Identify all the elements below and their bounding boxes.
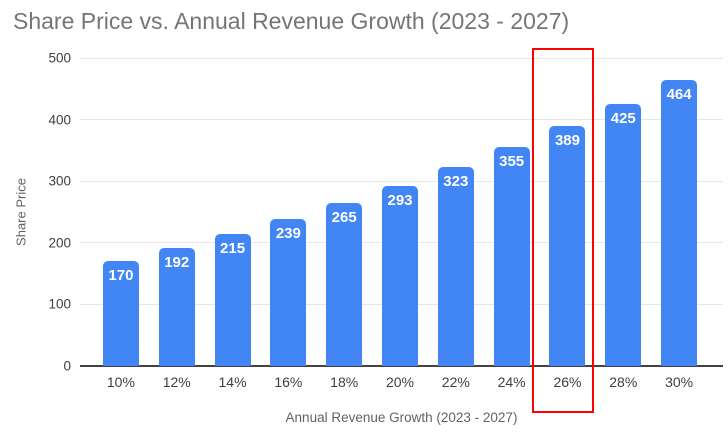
x-tick-label: 18% <box>330 374 359 390</box>
x-tick-label: 16% <box>274 374 303 390</box>
x-tick-label: 22% <box>441 374 470 390</box>
bar-value-label: 239 <box>275 224 301 242</box>
bar-26%[interactable]: 389 <box>549 126 586 366</box>
bar-value-label: 265 <box>331 208 357 226</box>
plot-area: 0 100 200 300 400 500 170 10% 192 12% 215 14% 239 16%… <box>48 51 723 390</box>
bar-value-label: 425 <box>610 110 636 128</box>
bar-16%[interactable]: 239 <box>270 218 307 366</box>
bar-30%[interactable]: 464 <box>661 80 698 366</box>
bar-value-label: 355 <box>499 153 525 171</box>
x-tick-label: 10% <box>106 374 135 390</box>
bar-value-label: 170 <box>108 267 134 285</box>
x-tick-label: 12% <box>162 374 191 390</box>
bar-20%[interactable]: 293 <box>382 185 418 366</box>
y-tick-label: 500 <box>48 50 71 66</box>
y-tick-label: 300 <box>48 173 71 189</box>
bar-value-label: 323 <box>443 173 469 191</box>
x-tick-label: 26% <box>553 374 582 390</box>
bar-12%[interactable]: 192 <box>158 247 195 366</box>
bar-value-label: 464 <box>666 86 692 104</box>
y-tick-label: 100 <box>48 296 71 312</box>
gridline <box>80 180 723 182</box>
y-axis-title: Share Price <box>13 178 29 246</box>
y-tick-label: 200 <box>48 235 71 251</box>
bar-22%[interactable]: 323 <box>437 167 474 366</box>
bar-28%[interactable]: 425 <box>605 104 642 366</box>
y-tick-label: 0 <box>63 358 71 374</box>
x-tick-label: 14% <box>218 374 247 390</box>
y-tick-label: 400 <box>48 112 71 128</box>
bar-14%[interactable]: 215 <box>214 233 251 366</box>
bar-24%[interactable]: 355 <box>493 147 530 366</box>
x-tick-label: 24% <box>497 374 526 390</box>
bar-value-label: 293 <box>387 191 413 209</box>
bar-value-label: 215 <box>220 239 246 257</box>
bar-10%[interactable]: 170 <box>102 261 139 366</box>
gridline <box>80 119 723 121</box>
x-tick-label: 28% <box>609 374 638 390</box>
gridline <box>80 57 723 59</box>
highlight-rectangle[interactable] <box>532 48 595 413</box>
chart-title: Share Price vs. Annual Revenue Growth (2… <box>13 8 570 34</box>
bar-value-label: 192 <box>164 253 190 271</box>
bar-18%[interactable]: 265 <box>326 202 363 366</box>
x-tick-label: 30% <box>665 374 694 390</box>
x-axis-title: Annual Revenue Growth (2023 - 2027) <box>285 410 518 425</box>
bar-value-label: 389 <box>554 132 580 150</box>
x-axis-line <box>80 365 723 367</box>
x-tick-label: 20% <box>385 374 415 390</box>
